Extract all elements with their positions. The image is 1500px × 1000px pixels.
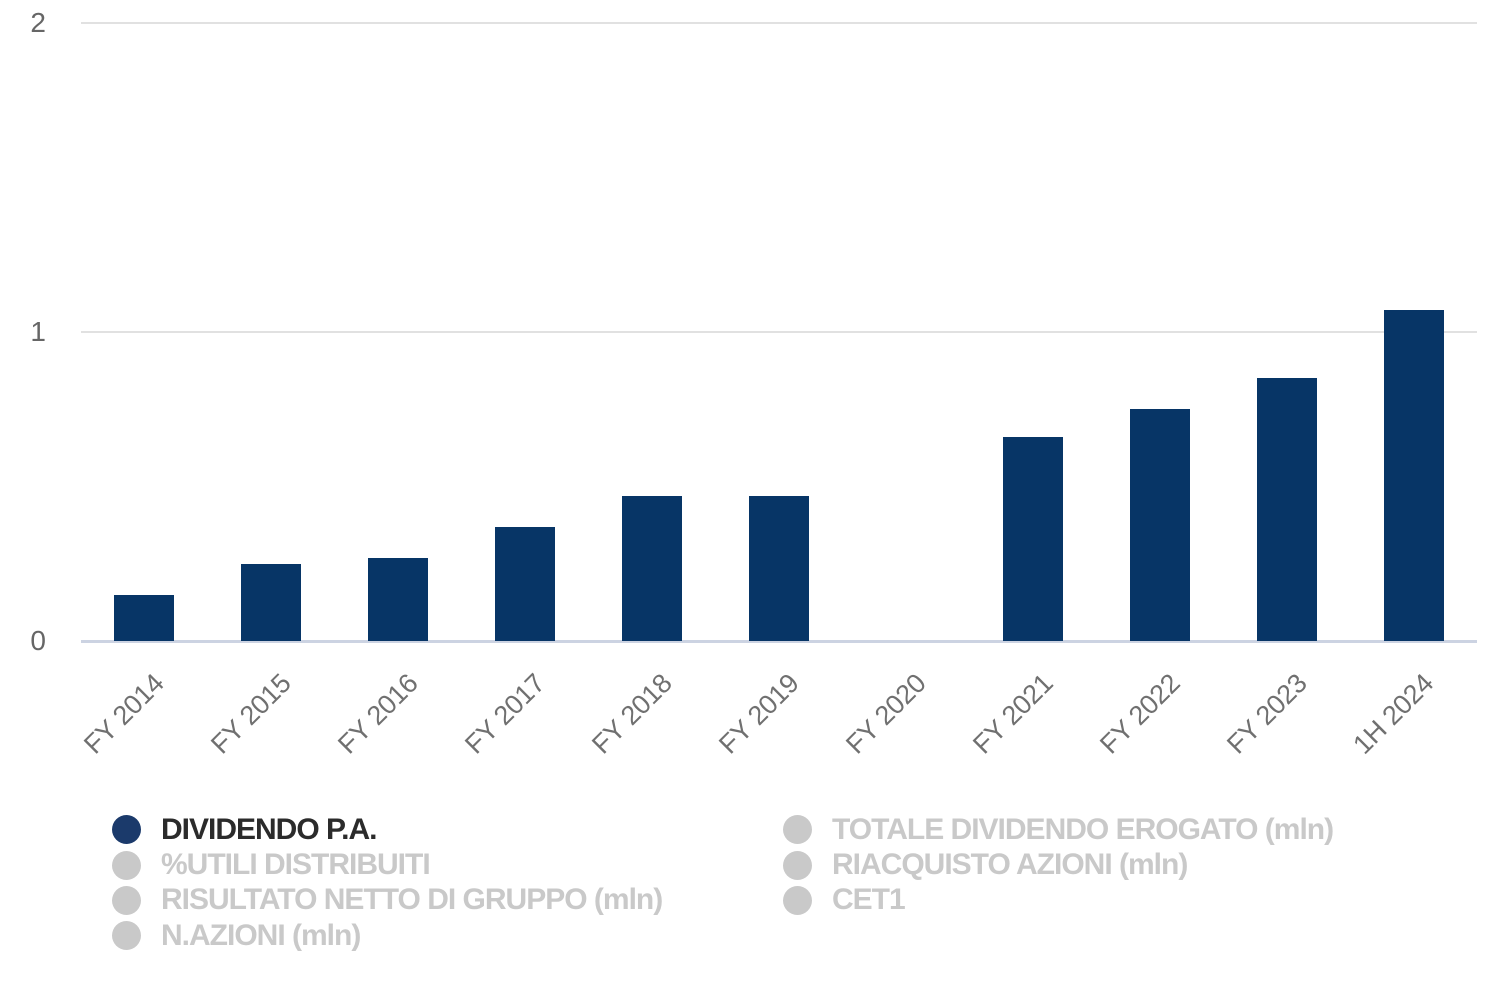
legend-item-label: RIACQUISTO AZIONI (mln): [832, 848, 1188, 882]
x-tick-fy-2016: FY 2016: [331, 668, 424, 760]
bar-fy-2015[interactable]: [241, 564, 301, 641]
gridline-1: [81, 331, 1477, 333]
x-tick-fy-2014: FY 2014: [77, 668, 170, 760]
bar-fy-2019[interactable]: [749, 496, 809, 641]
legend-item-dividendo-p-a[interactable]: DIVIDENDO P.A.: [112, 812, 662, 847]
legend-item-label: %UTILI DISTRIBUITI: [161, 848, 431, 882]
gridline-2: [81, 22, 1477, 24]
y-tick-2: 2: [30, 7, 46, 38]
y-tick-0: 0: [30, 625, 46, 656]
x-axis-line: [81, 640, 1477, 643]
legend-item-label: CET1: [832, 883, 906, 917]
x-tick-fy-2021: FY 2021: [966, 668, 1059, 760]
bar-fy-2016[interactable]: [368, 558, 428, 641]
legend-bullet-icon: [112, 885, 141, 915]
x-tick-fy-2020: FY 2020: [839, 668, 932, 760]
legend-item-label: TOTALE DIVIDENDO EROGATO (mln): [832, 812, 1334, 846]
x-tick-fy-2017: FY 2017: [458, 668, 551, 760]
legend-item-label: N.AZIONI (mln): [161, 918, 361, 952]
plot-area: 2 1 0 FY 2014 FY 2015 FY 2016 FY 2017 FY 2018 FY…: [30, 7, 1477, 760]
legend-item-n-azioni-mln[interactable]: N.AZIONI (mln): [112, 918, 662, 953]
x-tick-fy-2018: FY 2018: [585, 668, 678, 760]
legend-bullet-icon: [783, 815, 812, 845]
bar-fy-2022[interactable]: [1130, 409, 1190, 641]
legend-item-label: DIVIDENDO P.A.: [161, 812, 377, 846]
x-tick-fy-2015: FY 2015: [204, 668, 297, 760]
bar-fy-2023[interactable]: [1257, 378, 1317, 641]
y-tick-1: 1: [30, 316, 46, 347]
bar-fy-2017[interactable]: [495, 527, 555, 641]
legend-item-risultato-netto-di-gruppo-mln[interactable]: RISULTATO NETTO DI GRUPPO (mln): [112, 883, 663, 918]
legend-bullet-icon: [112, 921, 141, 951]
legend-item-cet1[interactable]: CET1: [783, 883, 1333, 918]
x-tick-fy-2019: FY 2019: [712, 668, 805, 760]
bar-fy-2014[interactable]: [114, 595, 174, 641]
legend-bullet-icon: [783, 885, 812, 915]
legend-bullet-icon: [112, 815, 141, 845]
legend-item-label: RISULTATO NETTO DI GRUPPO (mln): [161, 883, 663, 917]
legend-column-2: TOTALE DIVIDENDO EROGATO (mln) RIACQUISTO…: [783, 812, 1334, 918]
x-tick-fy-2022: FY 2022: [1093, 668, 1186, 760]
legend-column-1: DIVIDENDO P.A. %UTILI DISTRIBUITI RISULTAT…: [112, 812, 663, 954]
x-tick-fy-2023: FY 2023: [1220, 668, 1313, 760]
bar-fy-2018[interactable]: [622, 496, 682, 641]
legend-item-utili-distribuiti[interactable]: %UTILI DISTRIBUITI: [112, 847, 662, 882]
bar-fy-2021[interactable]: [1003, 437, 1063, 641]
legend-bullet-icon: [783, 850, 812, 880]
legend-item-totale-dividendo-erogato-mln[interactable]: TOTALE DIVIDENDO EROGATO (mln): [783, 812, 1334, 847]
bar-1h-2024[interactable]: [1384, 310, 1444, 641]
legend-bullet-icon: [112, 850, 141, 880]
x-tick-1h-2024: 1H 2024: [1347, 668, 1440, 760]
legend-item-riacquisto-azioni-mln[interactable]: RIACQUISTO AZIONI (mln): [783, 847, 1333, 882]
